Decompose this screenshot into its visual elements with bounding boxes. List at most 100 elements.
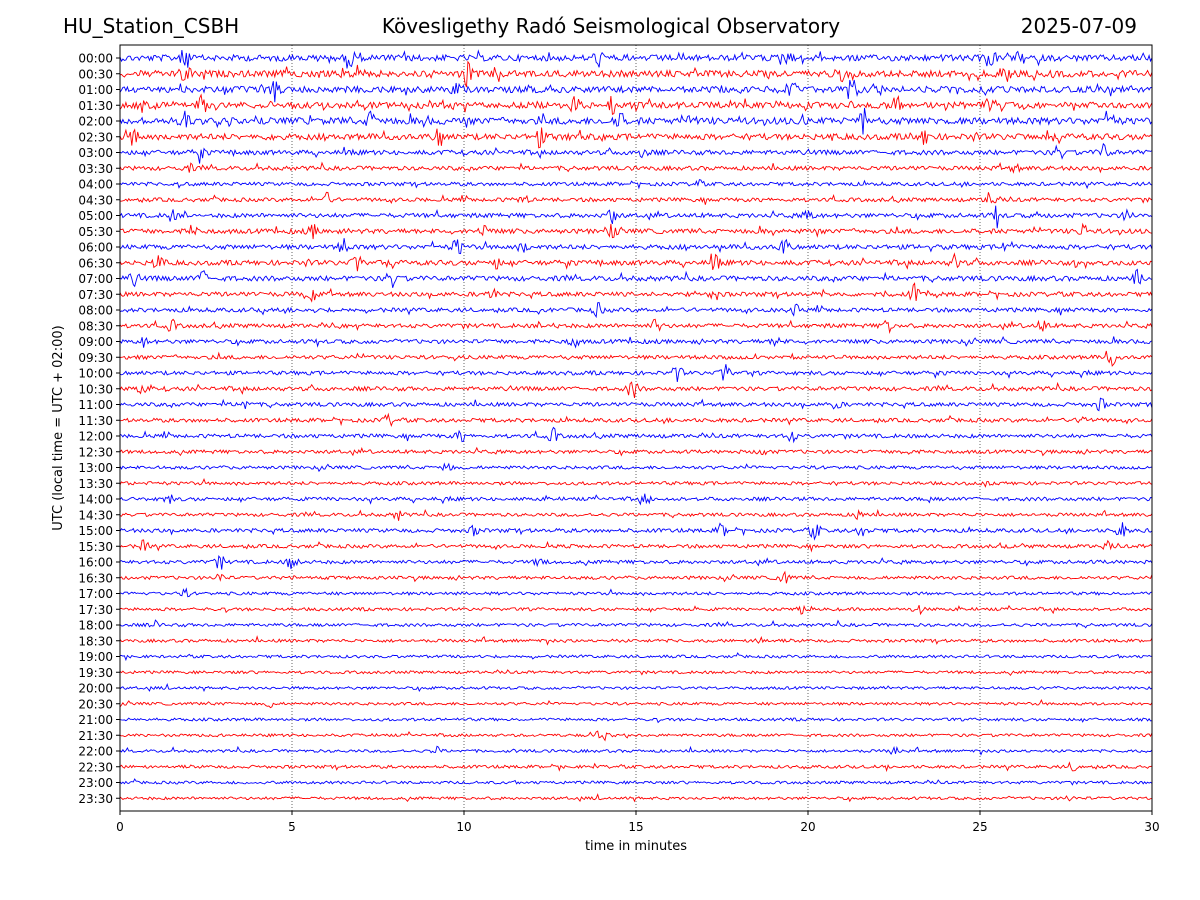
- trace-2200: [119, 745, 1153, 756]
- y-tick-label-1830: 18:30: [78, 634, 113, 648]
- trace-0830: [119, 318, 1153, 334]
- y-tick-label-0500: 05:00: [78, 209, 113, 223]
- y-tick-label-1900: 19:00: [78, 650, 113, 664]
- y-tick-label-0100: 01:00: [78, 83, 113, 97]
- y-tick-label-1400: 14:00: [78, 493, 113, 507]
- trace-1430: [119, 508, 1153, 521]
- y-tick-label-1500: 15:00: [78, 524, 113, 538]
- trace-0600: [119, 238, 1153, 255]
- trace-1800: [119, 619, 1153, 629]
- trace-1300: [119, 462, 1153, 473]
- y-tick-label-2230: 22:30: [78, 760, 113, 774]
- trace-1930: [119, 669, 1153, 677]
- y-tick-label-0400: 04:00: [78, 178, 113, 192]
- trace-1830: [119, 635, 1153, 646]
- trace-0800: [119, 301, 1153, 319]
- trace-0330: [119, 161, 1153, 174]
- trace-1000: [119, 364, 1153, 382]
- trace-0300: [119, 142, 1153, 164]
- y-tick-label-0700: 07:00: [78, 272, 113, 286]
- y-tick-label-1230: 12:30: [78, 445, 113, 459]
- trace-1600: [119, 554, 1153, 570]
- station-id: HU_Station_CSBH: [63, 14, 240, 38]
- trace-1700: [119, 587, 1153, 598]
- y-tick-label-0830: 08:30: [78, 319, 113, 333]
- y-tick-label-0600: 06:00: [78, 241, 113, 255]
- y-tick-label-0630: 06:30: [78, 256, 113, 270]
- y-tick-label-1730: 17:30: [78, 603, 113, 617]
- y-tick-label-1130: 11:30: [78, 414, 113, 428]
- record-date: 2025-07-09: [1020, 14, 1137, 38]
- x-tick-label-15: 15: [628, 820, 643, 834]
- trace-1330: [119, 477, 1153, 488]
- x-tick-label-20: 20: [800, 820, 815, 834]
- trace-2230: [119, 761, 1153, 773]
- y-tick-label-1930: 19:30: [78, 666, 113, 680]
- trace-0000: [119, 49, 1153, 69]
- y-tick-label-0200: 02:00: [78, 115, 113, 129]
- trace-0700: [119, 268, 1153, 288]
- y-tick-label-2000: 20:00: [78, 682, 113, 696]
- y-tick-label-1530: 15:30: [78, 540, 113, 554]
- trace-1230: [119, 446, 1153, 457]
- y-tick-label-2030: 20:30: [78, 697, 113, 711]
- y-tick-label-0730: 07:30: [78, 288, 113, 302]
- y-tick-label-0030: 00:30: [78, 67, 113, 81]
- y-axis-label: UTC (local time = UTC + 02:00): [51, 325, 66, 530]
- y-tick-label-2100: 21:00: [78, 713, 113, 727]
- y-tick-label-0130: 01:30: [78, 99, 113, 113]
- y-tick-label-0800: 08:00: [78, 304, 113, 318]
- trace-2030: [119, 698, 1153, 709]
- seismic-traces: [119, 49, 1153, 803]
- grid-lines: [291, 45, 981, 811]
- y-tick-label-0000: 00:00: [78, 52, 113, 66]
- trace-0100: [119, 79, 1152, 103]
- y-tick-label-2330: 23:30: [78, 792, 113, 806]
- x-tick-label-30: 30: [1144, 820, 1159, 834]
- trace-2300: [119, 778, 1153, 786]
- x-tick-label-5: 5: [288, 820, 296, 834]
- y-tick-label-1600: 16:00: [78, 556, 113, 570]
- y-tick-label-0930: 09:30: [78, 351, 113, 365]
- y-tick-label-1200: 12:00: [78, 430, 113, 444]
- trace-0030: [119, 60, 1153, 88]
- x-axis-ticks: 0 5 10 15 20 25 30: [116, 811, 1160, 834]
- y-tick-label-0300: 03:00: [78, 146, 113, 160]
- trace-1400: [119, 493, 1153, 506]
- trace-1200: [119, 426, 1153, 444]
- trace-1630: [119, 570, 1153, 584]
- x-tick-label-25: 25: [972, 820, 987, 834]
- trace-1900: [119, 652, 1152, 662]
- x-tick-label-0: 0: [116, 820, 124, 834]
- trace-0230: [119, 127, 1153, 149]
- observatory-title: Kövesligethy Radó Seismological Observat…: [381, 14, 841, 38]
- y-tick-label-1800: 18:00: [78, 619, 113, 633]
- x-tick-label-10: 10: [456, 820, 471, 834]
- x-axis-label: time in minutes: [585, 839, 687, 854]
- y-tick-label-1330: 13:30: [78, 477, 113, 491]
- trace-0900: [119, 336, 1153, 349]
- y-tick-label-1030: 10:30: [78, 382, 113, 396]
- trace-2330: [119, 793, 1153, 803]
- trace-1500: [119, 522, 1153, 541]
- y-tick-label-0900: 09:00: [78, 335, 113, 349]
- y-tick-label-1100: 11:00: [78, 398, 113, 412]
- y-tick-label-0330: 03:30: [78, 162, 113, 176]
- y-tick-label-1430: 14:30: [78, 508, 113, 522]
- trace-1130: [119, 412, 1153, 428]
- trace-2100: [119, 717, 1153, 724]
- trace-0130: [119, 93, 1153, 115]
- trace-0200: [119, 107, 1153, 135]
- y-tick-label-2300: 23:00: [78, 776, 113, 790]
- trace-1030: [119, 381, 1153, 398]
- trace-0430: [119, 191, 1153, 205]
- trace-0930: [119, 350, 1153, 367]
- trace-1730: [119, 604, 1152, 616]
- y-tick-label-1630: 16:30: [78, 571, 113, 585]
- y-tick-label-1700: 17:00: [78, 587, 113, 601]
- y-tick-label-2130: 21:30: [78, 729, 113, 743]
- y-tick-label-0230: 02:30: [78, 130, 113, 144]
- y-tick-label-0430: 04:30: [78, 193, 113, 207]
